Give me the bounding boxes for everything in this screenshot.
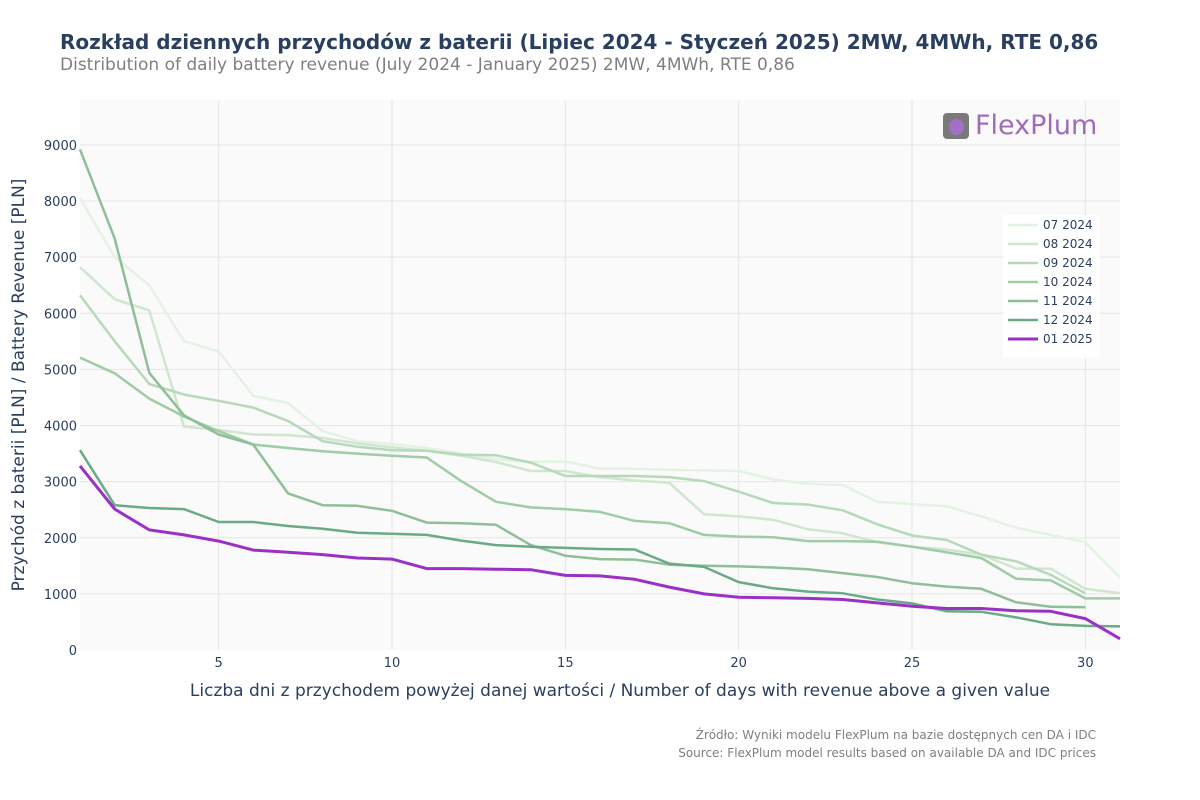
x-axis-ticks: 5 10 15 20 25 30 (215, 656, 1094, 671)
series-line-07-2024 (78, 197, 1121, 579)
legend-label: 07 2024 (1043, 218, 1093, 232)
y-tick-label: 3000 (44, 476, 77, 491)
legend-item[interactable]: 11 2024 (1008, 294, 1093, 308)
y-tick-label: 0 (69, 644, 77, 659)
legend-item[interactable]: 08 2024 (1008, 237, 1093, 251)
legend-label: 12 2024 (1043, 313, 1093, 327)
y-tick-label: 8000 (44, 195, 77, 210)
y-tick-label: 2000 (44, 532, 77, 547)
series-line-01-2025 (78, 464, 1121, 641)
x-tick-label: 10 (384, 656, 401, 671)
legend-item[interactable]: 07 2024 (1008, 218, 1093, 232)
series-line-09-2024 (79, 294, 1086, 595)
legend-label: 08 2024 (1043, 237, 1093, 251)
source-note: Źródło: Wyniki modelu FlexPlum na bazie … (678, 726, 1096, 762)
chart-title: Rozkład dziennych przychodów z baterii (… (60, 30, 1099, 54)
source-line-pl: Źródło: Wyniki modelu FlexPlum na bazie … (695, 728, 1096, 742)
y-tick-label: 5000 (44, 363, 77, 378)
x-tick-label: 20 (730, 656, 747, 671)
series-line-12-2024 (78, 449, 1121, 628)
legend-box (1003, 215, 1100, 358)
legend-label: 01 2025 (1043, 332, 1093, 346)
legend-label: 11 2024 (1043, 294, 1093, 308)
gridlines (80, 100, 1120, 650)
x-tick-label: 30 (1077, 656, 1094, 671)
y-tick-label: 1000 (44, 588, 77, 603)
legend[interactable]: 07 2024 08 2024 09 2024 10 2024 11 2024 12 20… (1003, 215, 1100, 358)
x-tick-label: 5 (215, 656, 223, 671)
flexplum-logo: FlexPlum (943, 110, 1097, 141)
legend-item[interactable]: 12 2024 (1008, 313, 1093, 327)
series-line-11-2024 (78, 148, 1086, 609)
source-line-en: Source: FlexPlum model results based on … (678, 746, 1096, 760)
legend-item[interactable]: 09 2024 (1008, 256, 1093, 270)
chart-subtitle: Distribution of daily battery revenue (J… (60, 55, 795, 75)
x-axis-label: Liczba dni z przychodem powyżej danej wa… (190, 681, 1050, 701)
y-tick-label: 4000 (44, 420, 77, 435)
x-tick-label: 15 (557, 656, 574, 671)
legend-item[interactable]: 10 2024 (1008, 275, 1093, 289)
legend-label: 10 2024 (1043, 275, 1093, 289)
y-axis-label: Przychód z baterii [PLN] / Battery Reven… (9, 179, 29, 592)
y-tick-label: 9000 (44, 139, 77, 154)
y-axis-ticks: 0 1000 2000 3000 4000 5000 6000 7000 8000 9000 (44, 139, 77, 659)
series-lines (78, 148, 1121, 641)
legend-item[interactable]: 01 2025 (1008, 332, 1093, 346)
y-tick-label: 7000 (44, 251, 77, 266)
legend-label: 09 2024 (1043, 256, 1093, 270)
plum-icon (943, 112, 969, 139)
x-tick-label: 25 (904, 656, 921, 671)
y-tick-label: 6000 (44, 307, 77, 322)
logo-text: FlexPlum (975, 110, 1098, 141)
